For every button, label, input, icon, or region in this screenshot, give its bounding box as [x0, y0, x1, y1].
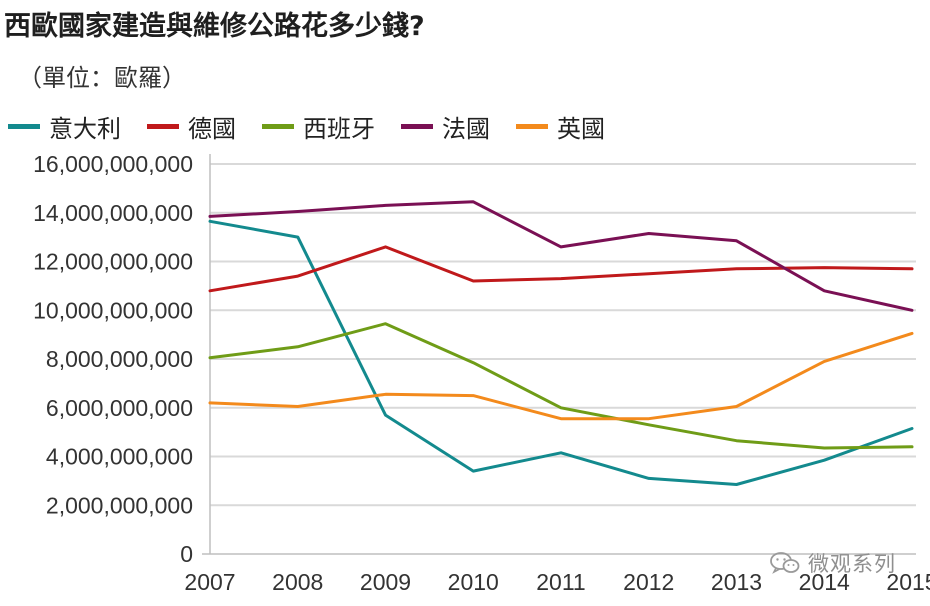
x-tick-label: 2007 — [184, 569, 235, 595]
legend-item: 英國 — [516, 109, 605, 144]
series-line — [208, 331, 914, 421]
legend-label: 西班牙 — [303, 114, 375, 143]
chart-legend: 意大利 德國 西班牙 法國 英國 — [8, 109, 631, 144]
y-tick-label: 10,000,000,000 — [33, 297, 193, 323]
y-tick-label: 4,000,000,000 — [46, 444, 193, 470]
legend-swatch — [8, 123, 40, 129]
legend-swatch — [516, 123, 548, 129]
y-tick-label: 12,000,000,000 — [33, 249, 193, 275]
legend-item: 法國 — [401, 109, 490, 144]
x-tick-label: 2010 — [448, 569, 499, 595]
legend-label: 英國 — [557, 114, 605, 143]
legend-swatch — [147, 123, 179, 129]
legend-swatch — [262, 123, 294, 129]
chart-title: 西歐國家建造與維修公路花多少錢? — [4, 11, 425, 42]
x-tick-label: 2015 — [886, 569, 930, 595]
series-line — [208, 200, 914, 312]
series-line — [208, 245, 914, 293]
y-tick-label: 16,000,000,000 — [33, 151, 193, 177]
legend-item: 意大利 — [8, 109, 121, 144]
watermark: 微观系列 — [770, 548, 896, 578]
legend-label: 德國 — [188, 114, 236, 143]
chart-subtitle: （單位：歐羅） — [18, 64, 186, 92]
wechat-icon — [770, 552, 800, 574]
x-tick-label: 2008 — [272, 569, 323, 595]
y-tick-label: 14,000,000,000 — [33, 200, 193, 226]
y-tick-label: 2,000,000,000 — [46, 492, 193, 518]
y-tick-label: 6,000,000,000 — [46, 395, 193, 421]
legend-label: 意大利 — [49, 114, 121, 143]
series-line — [208, 219, 914, 486]
y-tick-label: 0 — [180, 541, 193, 567]
x-tick-label: 2014 — [799, 569, 850, 595]
legend-item: 西班牙 — [262, 109, 375, 144]
legend-item: 德國 — [147, 109, 236, 144]
series-line — [208, 322, 914, 450]
legend-label: 法國 — [442, 114, 490, 143]
x-tick-label: 2011 — [536, 569, 585, 595]
y-tick-label: 8,000,000,000 — [46, 346, 193, 372]
x-tick-label: 2013 — [711, 569, 762, 595]
x-tick-label: 2012 — [623, 569, 674, 595]
x-tick-label: 2009 — [360, 569, 411, 595]
legend-swatch — [401, 123, 433, 129]
watermark-text: 微观系列 — [808, 552, 896, 576]
